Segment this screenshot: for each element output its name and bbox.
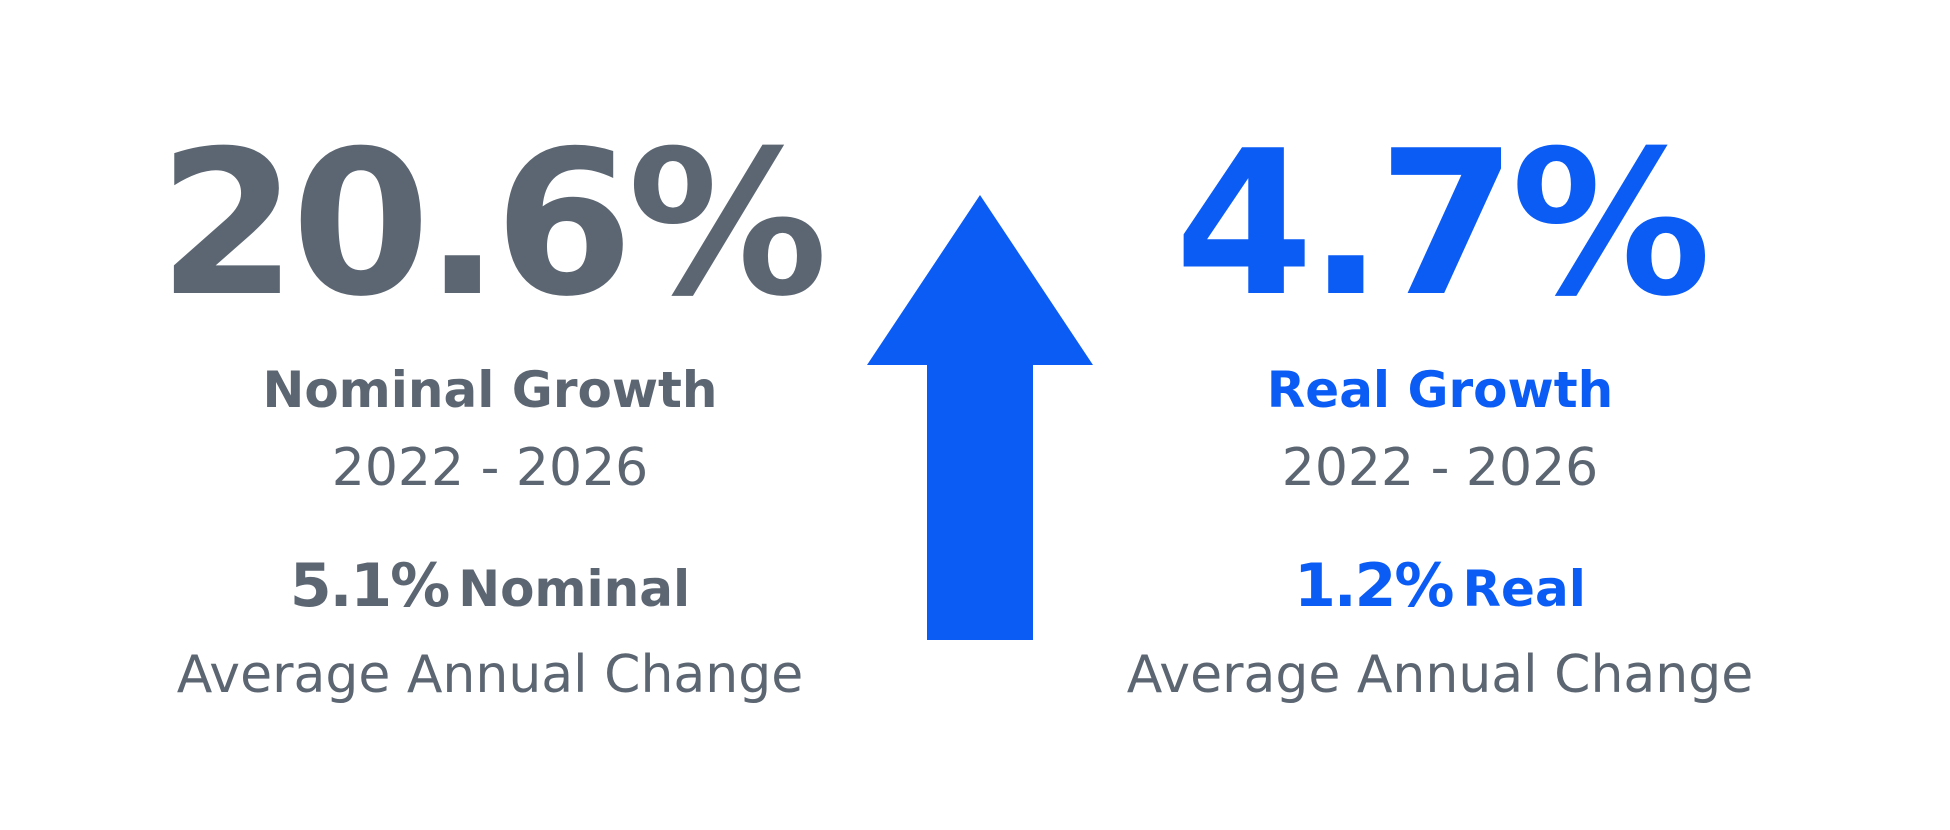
nominal-growth-value: 20.6% bbox=[158, 108, 828, 341]
nominal-average-value: 5.1% bbox=[289, 551, 450, 621]
nominal-growth-label: Nominal Growth bbox=[262, 361, 718, 419]
nominal-period: 2022 - 2026 bbox=[331, 438, 649, 498]
real-growth-label: Real Growth bbox=[1266, 361, 1614, 419]
real-average-line: 1.2% Real bbox=[1090, 554, 1790, 634]
real-period: 2022 - 2026 bbox=[1281, 438, 1599, 498]
real-average-kind: Real bbox=[1462, 560, 1586, 618]
up-arrow-icon bbox=[867, 195, 1093, 640]
nominal-average-kind: Nominal bbox=[458, 560, 691, 618]
nominal-average-line: 5.1% Nominal bbox=[140, 554, 840, 634]
nominal-average-description: Average Annual Change bbox=[176, 645, 804, 705]
real-average-description: Average Annual Change bbox=[1126, 645, 1754, 705]
up-arrow-shape bbox=[867, 195, 1093, 640]
nominal-growth-panel: 20.6% Nominal Growth 2022 - 2026 5.1% Nom… bbox=[140, 120, 840, 708]
real-average-value: 1.2% bbox=[1294, 551, 1454, 621]
real-growth-value: 4.7% bbox=[1174, 108, 1712, 341]
real-growth-panel: 4.7% Real Growth 2022 - 2026 1.2% Real Av… bbox=[1090, 120, 1790, 708]
